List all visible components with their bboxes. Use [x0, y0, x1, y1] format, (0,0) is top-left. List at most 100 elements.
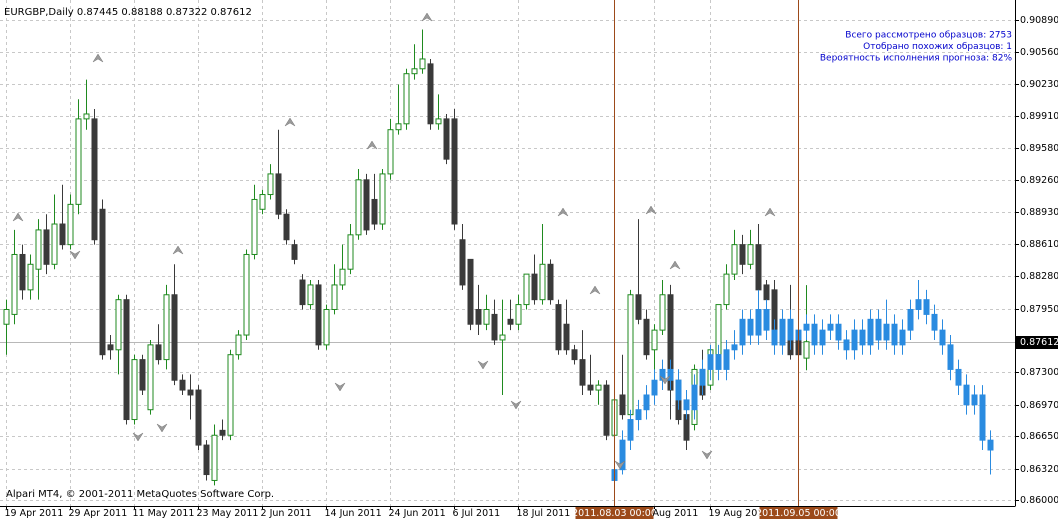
x-tick-label: 2011.08.03 00:00	[572, 508, 657, 519]
candle-body	[627, 419, 634, 441]
fractal-arrow	[92, 53, 104, 63]
candle-body	[299, 279, 306, 306]
candle-body	[763, 284, 770, 301]
y-tick-label: 0.90560	[1020, 47, 1058, 58]
fractal-arrow	[557, 207, 569, 217]
y-tick-label: 0.88610	[1020, 239, 1058, 250]
fractal-arrow	[477, 360, 489, 370]
x-tick-label: 24 Jun 2011	[389, 508, 446, 519]
candle-body	[763, 308, 770, 331]
candle-body	[99, 208, 106, 356]
candle-body	[699, 368, 706, 386]
candle-body	[275, 173, 282, 215]
candle-body	[771, 329, 778, 346]
candle-body	[203, 444, 210, 476]
candle-body	[875, 318, 882, 341]
candle-body	[51, 223, 58, 265]
candle-body	[827, 323, 834, 331]
y-tick-label: 0.89260	[1020, 175, 1058, 186]
x-tick-label: 2 Jun 2011	[261, 508, 312, 519]
candle-body	[659, 294, 666, 331]
candle-body	[507, 318, 514, 325]
current-price-box	[1016, 336, 1058, 349]
candle-body	[435, 118, 442, 125]
candle-body	[907, 308, 914, 331]
candle-body	[211, 434, 218, 481]
candle-body	[707, 354, 714, 370]
x-tick-label: 19 Aug 2011	[709, 508, 770, 519]
candle-body	[547, 263, 554, 301]
y-tick-label: 0.87300	[1020, 367, 1058, 378]
candle-body	[379, 173, 386, 225]
candle-body	[979, 394, 986, 441]
fractal-arrow	[284, 117, 296, 127]
fractal-arrow	[701, 450, 713, 460]
candle-body	[267, 173, 274, 196]
x-tick-label: 19 Apr 2011	[5, 508, 64, 519]
candle-body	[835, 323, 842, 341]
candle-body	[163, 294, 170, 361]
candle-body	[955, 368, 962, 386]
info-text: Всего рассмотрено образцов: 2753	[845, 31, 1012, 41]
candle-body	[987, 439, 994, 451]
candle-body	[947, 344, 954, 370]
candle-body	[563, 323, 570, 351]
candle-body	[483, 308, 490, 325]
candle-body	[475, 308, 482, 325]
candle-body	[747, 318, 754, 336]
fractal-arrow	[614, 460, 626, 470]
x-tick-label: 29 Apr 2011	[69, 508, 128, 519]
candle-body	[899, 329, 906, 346]
candle-body	[139, 359, 146, 391]
candle-body	[443, 118, 450, 160]
candle-body	[411, 68, 418, 75]
candle-body	[787, 318, 794, 341]
candle-body	[363, 179, 370, 231]
candle-body	[347, 234, 354, 270]
y-tick-label: 0.86650	[1020, 431, 1058, 442]
candle-body	[227, 354, 234, 436]
candle-body	[739, 244, 746, 265]
candle-body	[43, 229, 50, 265]
candle-body	[843, 339, 850, 351]
candle-body	[499, 334, 506, 341]
candle-body	[731, 344, 738, 351]
chart-title: EURGBP,Daily 0.87445 0.88188 0.87322 0.8…	[4, 7, 252, 18]
candle-body	[371, 198, 378, 225]
candle-body	[115, 299, 122, 351]
y-tick-label: 0.86970	[1020, 400, 1058, 411]
candle-body	[131, 359, 138, 421]
candle-body	[283, 213, 290, 241]
fractal-arrow	[12, 212, 24, 222]
candle-body	[219, 429, 226, 436]
y-tick-label: 0.88280	[1020, 271, 1058, 282]
fractal-arrow	[172, 245, 184, 255]
candle-body	[723, 349, 730, 370]
candle-body	[635, 294, 642, 320]
candle-body	[419, 58, 426, 70]
overlay-layer	[614, 0, 799, 506]
candle-body	[427, 63, 434, 125]
fractal-arrow	[156, 423, 168, 433]
candle-body	[939, 329, 946, 346]
current-price-label: 0.87612	[1020, 337, 1058, 348]
candle-body	[27, 263, 34, 291]
y-tick-label: 0.88930	[1020, 207, 1058, 218]
info-text: Вероятность исполнения прогноза: 82%	[820, 54, 1013, 64]
candle-body	[35, 229, 42, 270]
candle-body	[819, 329, 826, 346]
candle-body	[755, 308, 762, 336]
x-tick-label: 6 Jul 2011	[453, 508, 501, 519]
candle-body	[723, 273, 730, 306]
candle-body	[467, 258, 474, 325]
candle-body	[235, 334, 242, 356]
candle-body	[123, 299, 130, 421]
candle-body	[331, 284, 338, 310]
grid-layer	[0, 0, 1015, 506]
candle-body	[731, 244, 738, 275]
candle-body	[603, 384, 610, 436]
y-tick-label: 0.89580	[1020, 143, 1058, 154]
candle-body	[3, 308, 10, 325]
candle-body	[243, 253, 250, 336]
